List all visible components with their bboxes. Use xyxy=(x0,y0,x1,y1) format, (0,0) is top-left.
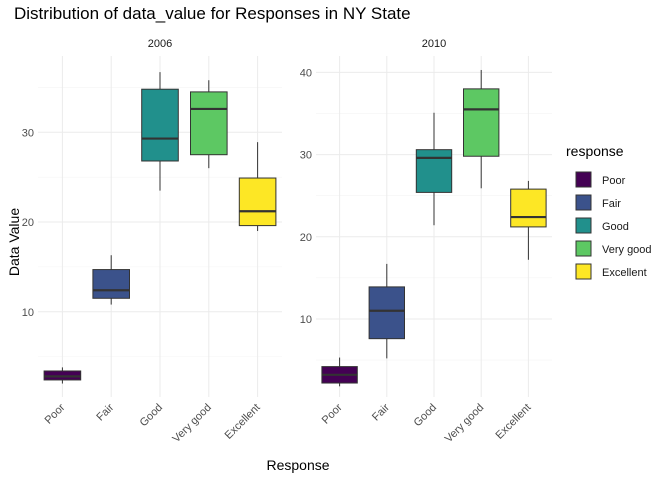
legend-item-fair: Fair xyxy=(575,194,621,211)
box-good xyxy=(415,112,453,226)
legend-key xyxy=(575,171,592,188)
box-body xyxy=(463,88,500,157)
legend-item-excellent: Excellent xyxy=(575,263,647,280)
box-excellent xyxy=(510,180,547,260)
facet-label-2006: 2006 xyxy=(148,38,172,50)
x-axis-title: Response xyxy=(266,457,329,473)
box-fair xyxy=(368,263,406,359)
y-axis-title: Data Value xyxy=(6,208,22,276)
box-body xyxy=(190,91,228,156)
box-body xyxy=(238,177,277,227)
panel-2006: 2006 10 20 30 Poor Fair Good Very good Excellent xyxy=(22,38,282,445)
box-poor xyxy=(43,367,82,384)
x-tick-label: Fair xyxy=(370,401,392,423)
x-tick-label: Good xyxy=(412,402,440,430)
y-tick-label: 30 xyxy=(300,150,312,162)
legend-item-very-good: Very good xyxy=(575,240,652,257)
legend-label: Good xyxy=(602,221,629,233)
legend-key xyxy=(575,217,592,234)
box-good xyxy=(141,72,179,191)
box-body xyxy=(510,188,547,228)
x-tick-label: Poor xyxy=(320,401,345,426)
y-tick-label: 40 xyxy=(300,67,312,79)
facet-label-2010: 2010 xyxy=(422,38,446,50)
y-tick-label: 10 xyxy=(300,314,312,326)
box-body xyxy=(368,286,406,340)
box-poor xyxy=(321,357,358,387)
x-tick-label: Poor xyxy=(43,401,68,426)
x-tick-label: Good xyxy=(138,402,166,430)
x-tick-label: Very good xyxy=(443,402,487,446)
legend-key xyxy=(575,263,592,280)
x-tick-label: Fair xyxy=(94,401,116,423)
x-tick-label: Excellent xyxy=(493,402,533,442)
y-tick-label: 10 xyxy=(22,307,34,319)
legend: response Poor Fair Good Very good Excellent xyxy=(566,143,652,280)
box-excellent xyxy=(238,142,277,231)
chart-title: Distribution of data_value for Responses… xyxy=(14,4,411,23)
legend-key xyxy=(575,240,592,257)
legend-label: Very good xyxy=(602,244,652,256)
legend-item-poor: Poor xyxy=(575,171,626,188)
legend-title: response xyxy=(566,143,624,159)
box-very-good xyxy=(190,80,228,169)
x-tick-label: Very good xyxy=(170,402,214,446)
legend-label: Poor xyxy=(602,175,626,187)
box-body xyxy=(141,88,179,162)
box-body xyxy=(415,149,453,193)
legend-key xyxy=(575,194,592,211)
y-tick-label: 30 xyxy=(22,127,34,139)
legend-label: Fair xyxy=(602,198,621,210)
y-tick-label: 20 xyxy=(22,217,34,229)
legend-item-good: Good xyxy=(575,217,629,234)
x-tick-label: Excellent xyxy=(223,402,263,442)
box-body xyxy=(92,269,130,299)
box-fair xyxy=(92,255,130,305)
box-very-good xyxy=(463,69,500,189)
legend-label: Excellent xyxy=(602,267,647,279)
y-tick-label: 20 xyxy=(300,232,312,244)
